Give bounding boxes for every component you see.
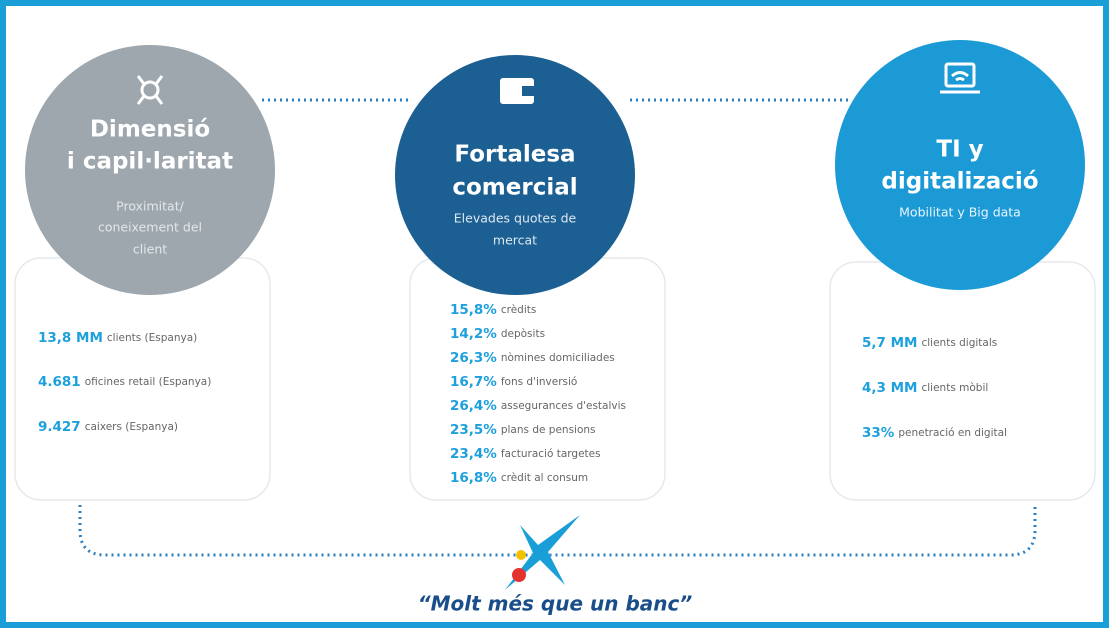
stat-highlight: 4,3 MM — [862, 380, 917, 396]
slogan: “Molt més que un banc” — [418, 592, 693, 616]
stat-text: assegurances d'estalvis — [501, 400, 626, 412]
stat-text: depòsits — [501, 328, 545, 340]
icon-laptop — [940, 62, 980, 94]
stat-item: 9.427 caixers (Espanya) — [38, 419, 178, 435]
cards — [14, 257, 1096, 501]
stat-highlight: 9.427 — [38, 419, 81, 435]
stat-item: 23,5% plans de pensions — [450, 422, 596, 438]
circle-size — [25, 45, 275, 295]
circle-title: comercial — [452, 175, 577, 201]
circle-subtitle: Proximitat/ — [116, 199, 184, 214]
circle-title: Dimensió — [90, 117, 210, 143]
circle-title: i capil·laritat — [67, 149, 233, 175]
circle-title: digitalizació — [881, 169, 1038, 195]
circle-subtitle: client — [133, 242, 167, 257]
stat-text: penetració en digital — [898, 427, 1007, 439]
circle-digital — [835, 40, 1085, 290]
stat-item: 16,7% fons d'inversió — [450, 374, 577, 390]
stat-highlight: 23,5% — [450, 422, 497, 438]
circle-title: Fortalesa — [454, 142, 575, 168]
stat-item: 26,3% nòmines domiciliades — [450, 350, 615, 366]
circle-subtitle: Elevades quotes de — [454, 211, 577, 226]
connectors — [78, 98, 1037, 557]
stat-text: clients (Espanya) — [107, 332, 197, 344]
icon-wallet — [500, 78, 534, 104]
circle-commercial — [395, 55, 635, 295]
stat-item: 26,4% assegurances d'estalvis — [450, 398, 626, 414]
stat-item: 33% penetració en digital — [862, 425, 1007, 441]
stat-item: 5,7 MM clients digitals — [862, 335, 997, 351]
stat-item: 4.681 oficines retail (Espanya) — [38, 374, 211, 390]
stat-highlight: 26,3% — [450, 350, 497, 366]
stat-highlight: 14,2% — [450, 326, 497, 342]
logo — [505, 515, 580, 590]
stat-item: 23,4% facturació targetes — [450, 446, 601, 462]
stat-highlight: 33% — [862, 425, 895, 441]
stat-highlight: 16,7% — [450, 374, 497, 390]
stat-item: 16,8% crèdit al consum — [450, 470, 588, 486]
stat-highlight: 5,7 MM — [862, 335, 917, 351]
stat-item: 4,3 MM clients mòbil — [862, 380, 988, 396]
stat-text: crèdits — [501, 304, 537, 316]
stat-text: caixers (Espanya) — [85, 421, 178, 433]
stat-text: nòmines domiciliades — [501, 352, 615, 364]
stat-text: facturació targetes — [501, 448, 601, 460]
stat-text: crèdit al consum — [501, 472, 588, 484]
stat-item: 14,2% depòsits — [450, 326, 545, 342]
stat-item: 13,8 MM clients (Espanya) — [38, 330, 197, 346]
stat-text: plans de pensions — [501, 424, 596, 436]
stat-text: oficines retail (Espanya) — [85, 376, 212, 388]
stat-item: 15,8% crèdits — [450, 302, 536, 318]
circle-subtitle: mercat — [493, 233, 537, 248]
circle-title: TI y — [936, 137, 983, 163]
stat-highlight: 23,4% — [450, 446, 497, 462]
stat-text: fons d'inversió — [501, 376, 578, 388]
stat-text: clients digitals — [921, 337, 997, 349]
icon-network — [136, 75, 164, 105]
stat-highlight: 16,8% — [450, 470, 497, 486]
circle-subtitle: Mobilitat y Big data — [899, 205, 1021, 220]
stat-highlight: 15,8% — [450, 302, 497, 318]
stat-highlight: 4.681 — [38, 374, 81, 390]
stat-highlight: 26,4% — [450, 398, 497, 414]
stat-text: clients mòbil — [921, 382, 988, 394]
circle-subtitle: coneixement del — [98, 220, 202, 235]
stat-highlight: 13,8 MM — [38, 330, 103, 346]
